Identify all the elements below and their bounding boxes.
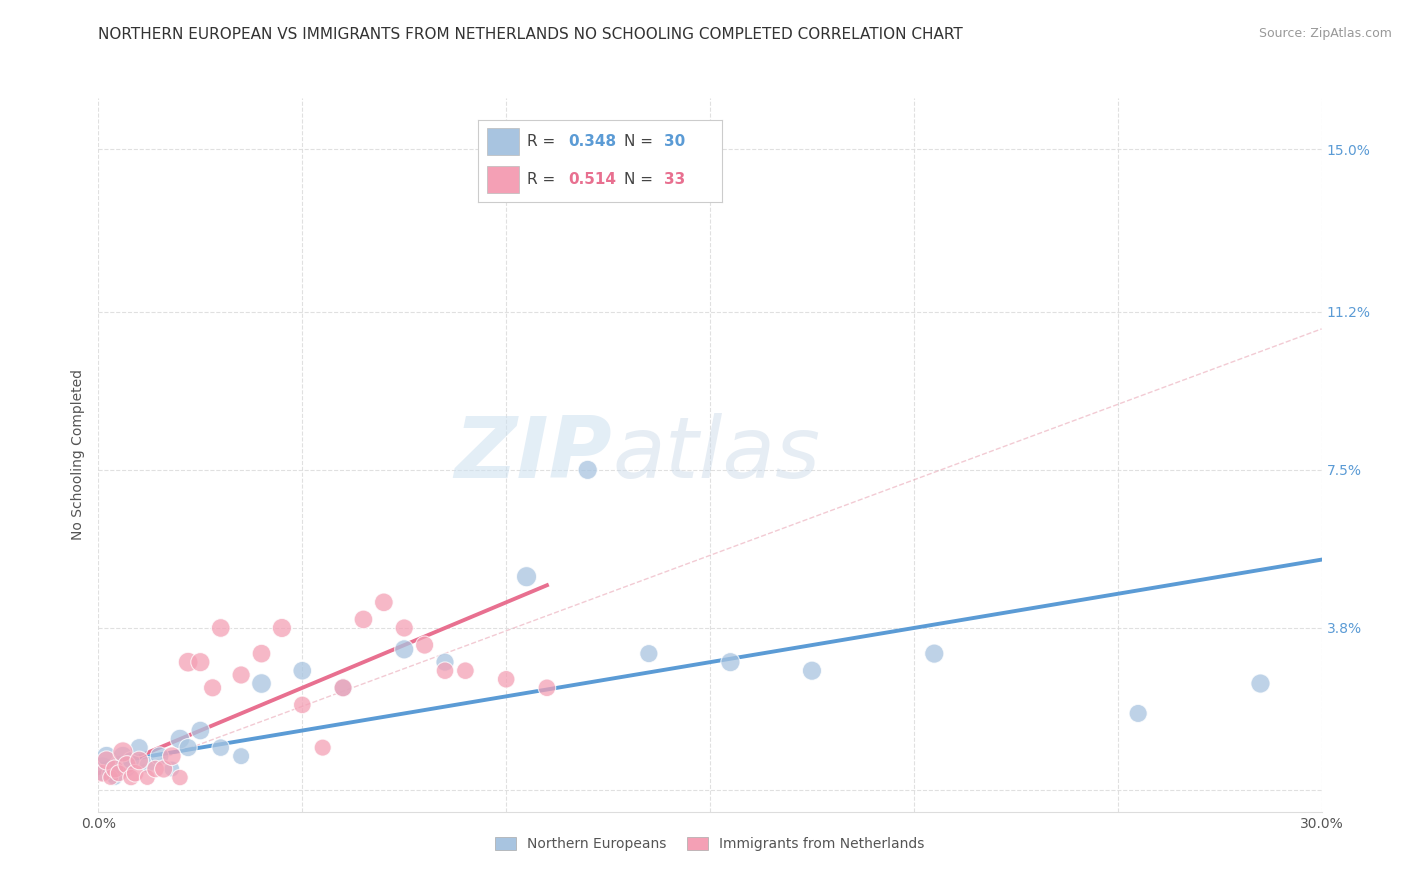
Point — [120, 754, 142, 768]
Point — [160, 749, 183, 764]
Point — [373, 595, 395, 609]
Point — [209, 621, 232, 635]
Point — [231, 749, 253, 764]
Point — [100, 766, 122, 780]
Point — [231, 668, 253, 682]
Point — [312, 740, 335, 755]
Point — [1128, 706, 1150, 721]
Point — [434, 664, 457, 678]
Point — [149, 749, 172, 764]
Point — [434, 655, 457, 669]
Point — [392, 642, 416, 657]
Point — [922, 647, 945, 661]
Point — [152, 762, 174, 776]
Point — [145, 762, 167, 776]
Point — [495, 672, 517, 686]
Point — [332, 681, 354, 695]
Point — [177, 740, 200, 755]
Legend: Northern Europeans, Immigrants from Netherlands: Northern Europeans, Immigrants from Neth… — [488, 830, 932, 858]
Point — [111, 749, 134, 764]
Point — [392, 621, 416, 635]
Point — [169, 771, 191, 785]
Point — [115, 757, 138, 772]
Point — [91, 762, 114, 776]
Point — [188, 655, 212, 669]
Point — [108, 766, 131, 780]
Point — [136, 757, 159, 772]
Point — [169, 732, 191, 747]
Point — [638, 647, 661, 661]
Point — [413, 638, 436, 652]
Text: atlas: atlas — [612, 413, 820, 497]
Text: NORTHERN EUROPEAN VS IMMIGRANTS FROM NETHERLANDS NO SCHOOLING COMPLETED CORRELAT: NORTHERN EUROPEAN VS IMMIGRANTS FROM NET… — [98, 27, 963, 42]
Point — [454, 664, 477, 678]
Point — [720, 655, 742, 669]
Point — [115, 762, 138, 776]
Point — [177, 655, 200, 669]
Point — [291, 664, 314, 678]
Point — [270, 621, 294, 635]
Point — [104, 762, 127, 776]
Point — [124, 766, 146, 780]
Point — [291, 698, 314, 712]
Point — [1249, 676, 1271, 690]
Point — [128, 754, 150, 768]
Point — [96, 749, 118, 764]
Point — [250, 676, 273, 690]
Point — [801, 664, 824, 678]
Point — [91, 766, 114, 780]
Point — [104, 771, 127, 785]
Point — [250, 647, 273, 661]
Point — [111, 745, 134, 759]
Text: ZIP: ZIP — [454, 413, 612, 497]
Point — [188, 723, 212, 738]
Point — [201, 681, 224, 695]
Point — [332, 681, 354, 695]
Point — [536, 681, 558, 695]
Point — [352, 612, 374, 626]
Point — [120, 771, 142, 785]
Y-axis label: No Schooling Completed: No Schooling Completed — [72, 369, 86, 541]
Point — [128, 740, 150, 755]
Point — [136, 771, 159, 785]
Point — [100, 771, 122, 785]
Text: Source: ZipAtlas.com: Source: ZipAtlas.com — [1258, 27, 1392, 40]
Point — [96, 754, 118, 768]
Point — [576, 463, 599, 477]
Point — [516, 570, 538, 584]
Point — [160, 762, 183, 776]
Point — [108, 757, 131, 772]
Point — [209, 740, 232, 755]
